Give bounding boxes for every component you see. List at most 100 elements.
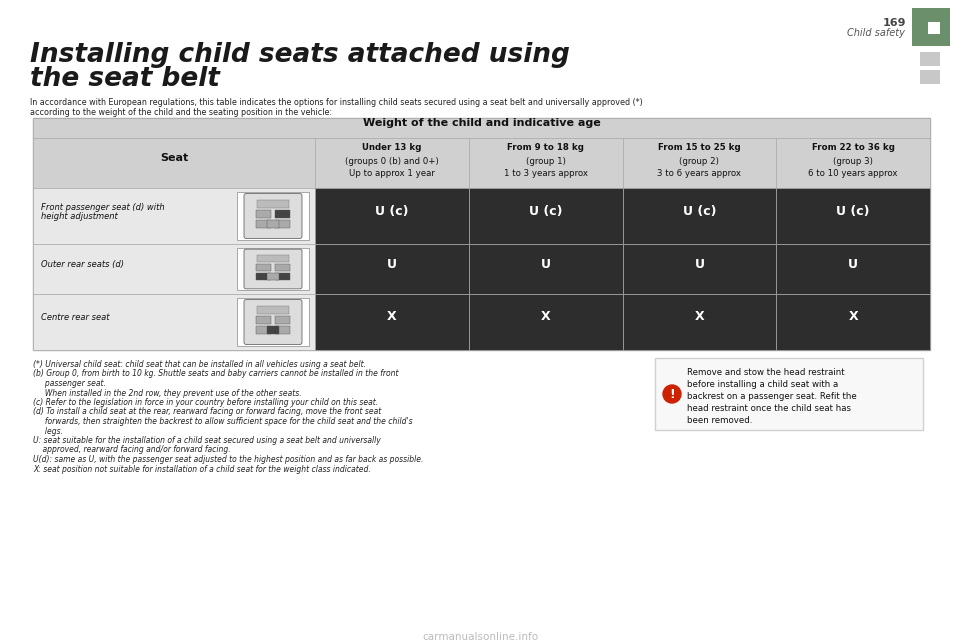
Text: X: X xyxy=(540,310,550,323)
FancyBboxPatch shape xyxy=(315,294,468,350)
FancyBboxPatch shape xyxy=(267,273,279,280)
FancyBboxPatch shape xyxy=(276,264,290,271)
Text: !: ! xyxy=(669,387,675,401)
FancyBboxPatch shape xyxy=(257,200,289,208)
FancyBboxPatch shape xyxy=(655,358,923,430)
FancyBboxPatch shape xyxy=(237,192,309,240)
Text: legs.: legs. xyxy=(33,426,63,435)
Text: height adjustment: height adjustment xyxy=(41,212,118,221)
Text: Weight of the child and indicative age: Weight of the child and indicative age xyxy=(363,118,600,128)
Text: backrest on a passenger seat. Refit the: backrest on a passenger seat. Refit the xyxy=(687,392,856,401)
FancyBboxPatch shape xyxy=(920,52,940,66)
Text: 3 to 6 years approx: 3 to 6 years approx xyxy=(658,170,741,179)
FancyBboxPatch shape xyxy=(257,306,289,314)
Text: (c) Refer to the legislation in force in your country before installing your chi: (c) Refer to the legislation in force in… xyxy=(33,398,378,407)
Text: Front passenger seat (d) with: Front passenger seat (d) with xyxy=(41,203,164,212)
FancyBboxPatch shape xyxy=(244,249,302,289)
FancyBboxPatch shape xyxy=(468,294,622,350)
Text: Remove and stow the head restraint: Remove and stow the head restraint xyxy=(687,368,845,377)
FancyBboxPatch shape xyxy=(468,138,622,188)
FancyBboxPatch shape xyxy=(468,188,622,244)
FancyBboxPatch shape xyxy=(276,210,290,218)
FancyBboxPatch shape xyxy=(276,316,290,324)
FancyBboxPatch shape xyxy=(255,220,271,228)
FancyBboxPatch shape xyxy=(237,298,309,346)
Text: Seat: Seat xyxy=(160,153,188,163)
FancyBboxPatch shape xyxy=(622,138,777,188)
Text: When installed in the 2nd row, they prevent use of the other seats.: When installed in the 2nd row, they prev… xyxy=(33,388,301,397)
Text: head restraint once the child seat has: head restraint once the child seat has xyxy=(687,404,851,413)
FancyBboxPatch shape xyxy=(33,118,930,350)
FancyBboxPatch shape xyxy=(777,244,930,294)
Text: forwards, then straighten the backrest to allow sufficient space for the child s: forwards, then straighten the backrest t… xyxy=(33,417,413,426)
Text: the seat belt: the seat belt xyxy=(30,66,220,92)
FancyBboxPatch shape xyxy=(33,118,930,138)
FancyBboxPatch shape xyxy=(912,8,950,46)
Text: U: seat suitable for the installation of a child seat secured using a seat belt : U: seat suitable for the installation of… xyxy=(33,436,381,445)
FancyBboxPatch shape xyxy=(33,244,315,294)
Text: been removed.: been removed. xyxy=(687,416,753,425)
FancyBboxPatch shape xyxy=(255,326,271,334)
FancyBboxPatch shape xyxy=(267,326,279,334)
Text: U: U xyxy=(540,257,551,271)
Text: (group 3): (group 3) xyxy=(833,157,873,166)
Circle shape xyxy=(663,385,681,403)
Text: 6 to 10 years approx: 6 to 10 years approx xyxy=(808,170,898,179)
FancyBboxPatch shape xyxy=(622,244,777,294)
FancyBboxPatch shape xyxy=(315,188,468,244)
Text: U: U xyxy=(848,257,858,271)
FancyBboxPatch shape xyxy=(777,138,930,188)
FancyBboxPatch shape xyxy=(276,273,290,280)
FancyBboxPatch shape xyxy=(777,188,930,244)
Text: carmanualsonline.info: carmanualsonline.info xyxy=(422,632,538,640)
Text: From 15 to 25 kg: From 15 to 25 kg xyxy=(658,143,741,152)
Text: Installing child seats attached using: Installing child seats attached using xyxy=(30,42,570,68)
Text: Centre rear seat: Centre rear seat xyxy=(41,314,109,323)
FancyBboxPatch shape xyxy=(255,210,271,218)
Text: Outer rear seats (d): Outer rear seats (d) xyxy=(41,260,124,269)
Text: From 9 to 18 kg: From 9 to 18 kg xyxy=(507,143,584,152)
FancyBboxPatch shape xyxy=(276,220,290,228)
FancyBboxPatch shape xyxy=(255,264,271,271)
Text: 169: 169 xyxy=(882,18,906,28)
FancyBboxPatch shape xyxy=(33,294,315,350)
Text: X: X xyxy=(695,310,705,323)
Text: Child safety: Child safety xyxy=(847,28,905,38)
Text: U: U xyxy=(694,257,705,271)
FancyBboxPatch shape xyxy=(255,273,271,280)
FancyBboxPatch shape xyxy=(257,255,289,262)
Text: according to the weight of the child and the seating position in the vehicle:: according to the weight of the child and… xyxy=(30,108,332,117)
FancyBboxPatch shape xyxy=(315,138,468,188)
Text: U (c): U (c) xyxy=(529,205,563,218)
Text: U (c): U (c) xyxy=(375,205,409,218)
Text: before installing a child seat with a: before installing a child seat with a xyxy=(687,380,838,389)
Text: Under 13 kg: Under 13 kg xyxy=(362,143,421,152)
FancyBboxPatch shape xyxy=(244,300,302,344)
FancyBboxPatch shape xyxy=(928,22,940,34)
FancyBboxPatch shape xyxy=(468,244,622,294)
Text: passenger seat.: passenger seat. xyxy=(33,379,106,388)
Text: U (c): U (c) xyxy=(683,205,716,218)
FancyBboxPatch shape xyxy=(255,316,271,324)
Text: In accordance with European regulations, this table indicates the options for in: In accordance with European regulations,… xyxy=(30,98,643,107)
Text: (group 1): (group 1) xyxy=(526,157,565,166)
Text: X: X xyxy=(387,310,396,323)
FancyBboxPatch shape xyxy=(622,188,777,244)
FancyBboxPatch shape xyxy=(244,193,302,238)
Text: (groups 0 (b) and 0+): (groups 0 (b) and 0+) xyxy=(345,157,439,166)
Text: 1 to 3 years approx: 1 to 3 years approx xyxy=(504,170,588,179)
Text: X: seat position not suitable for installation of a child seat for the weight cl: X: seat position not suitable for instal… xyxy=(33,465,371,474)
Text: Up to approx 1 year: Up to approx 1 year xyxy=(348,170,435,179)
Text: (b) Group 0, from birth to 10 kg. Shuttle seats and baby carriers cannot be inst: (b) Group 0, from birth to 10 kg. Shuttl… xyxy=(33,369,398,378)
Text: U: U xyxy=(387,257,396,271)
FancyBboxPatch shape xyxy=(33,188,315,244)
Text: From 22 to 36 kg: From 22 to 36 kg xyxy=(812,143,895,152)
Text: U (c): U (c) xyxy=(836,205,870,218)
FancyBboxPatch shape xyxy=(276,326,290,334)
FancyBboxPatch shape xyxy=(237,248,309,290)
Text: approved, rearward facing and/or forward facing.: approved, rearward facing and/or forward… xyxy=(33,445,230,454)
FancyBboxPatch shape xyxy=(920,70,940,84)
FancyBboxPatch shape xyxy=(267,220,279,228)
Text: X: X xyxy=(849,310,858,323)
FancyBboxPatch shape xyxy=(315,244,468,294)
